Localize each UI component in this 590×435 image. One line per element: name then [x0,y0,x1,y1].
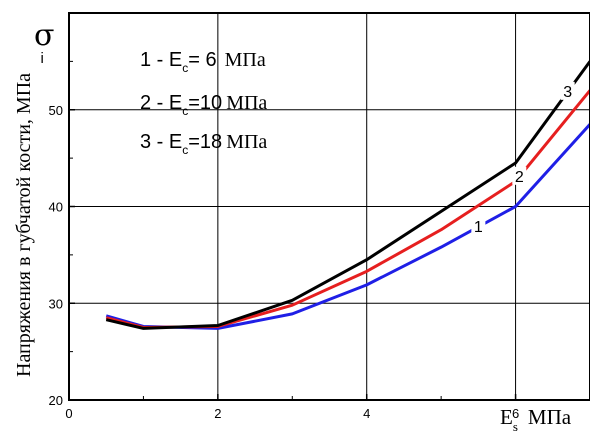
legend-entry-2: 2 - Ec=10 МПа [140,92,267,118]
curve-label-2: 2 [515,169,524,186]
x-tick-label: 4 [363,406,370,421]
curve-label-bg [471,216,486,235]
legend: 1 - Ec= 6 МПа 2 - Ec=10 МПа 3 - Ec=18 МПа [140,49,267,157]
curve-label-bg [560,81,575,100]
curve-label-1: 1 [474,219,483,236]
y-tick-label: 50 [49,103,63,118]
x-tick-label: 2 [214,406,221,421]
curve-label-bg [512,166,527,185]
y-tick-label: 30 [49,296,63,311]
y-axis-label: Напряжения в губчатой кости, МПа [13,73,35,377]
series-lines: 1 2 3 [105,60,590,330]
y-tick-label: 40 [49,200,63,215]
gridlines [69,13,590,400]
y-tick-label: 20 [49,393,63,408]
x-tick-label: 0 [65,406,72,421]
series-line-3 [105,60,590,330]
curve-label-3: 3 [563,84,572,101]
series-line-1 [105,123,590,330]
x-axis-label: Es МПа [500,405,572,434]
x-tick-label: 6 [512,406,519,421]
legend-entry-3: 3 - Ec=18 МПа [140,131,267,157]
axis-ticks: 0 2 4 6 20 30 40 50 [49,60,519,421]
legend-entry-1: 1 - Ec= 6 МПа [140,49,266,75]
